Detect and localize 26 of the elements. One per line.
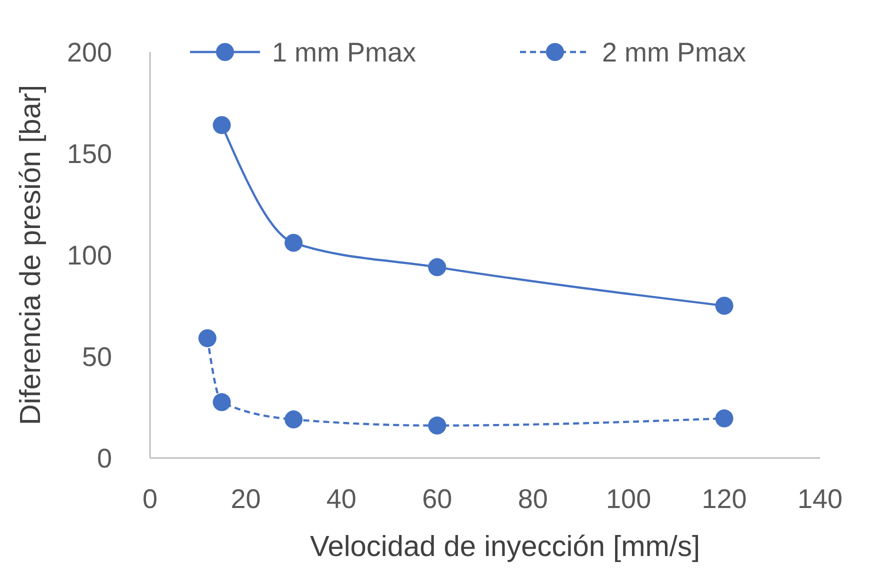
x-tick-label: 60 (422, 484, 452, 514)
x-tick-label: 40 (326, 484, 356, 514)
y-tick-label: 100 (66, 240, 112, 270)
y-tick-label: 0 (96, 443, 112, 474)
legend-label: 2 mm Pmax (602, 37, 747, 68)
x-tick-label: 100 (606, 484, 652, 514)
x-tick-label: 20 (230, 484, 261, 514)
point (715, 409, 734, 428)
x-tick-label: 80 (518, 484, 548, 514)
point (212, 393, 231, 412)
point (715, 296, 734, 315)
y-tick-label: 50 (82, 342, 112, 372)
point (284, 410, 303, 428)
y-tick-label: 150 (66, 138, 112, 169)
point (428, 416, 446, 435)
x-tick-label: 140 (797, 484, 843, 514)
point (212, 116, 231, 134)
x-tick-label: 120 (702, 484, 747, 514)
y-axis-title: Diferencia de presión [bar] (15, 84, 47, 426)
point (198, 329, 216, 348)
point (284, 234, 303, 252)
x-axis-title: Velocidad de inyección [mm/s] (310, 531, 700, 563)
y-tick-label: 200 (66, 37, 112, 68)
point (428, 258, 446, 276)
x-tick-label: 0 (142, 484, 158, 514)
legend-label: 1 mm Pmax (272, 37, 417, 68)
